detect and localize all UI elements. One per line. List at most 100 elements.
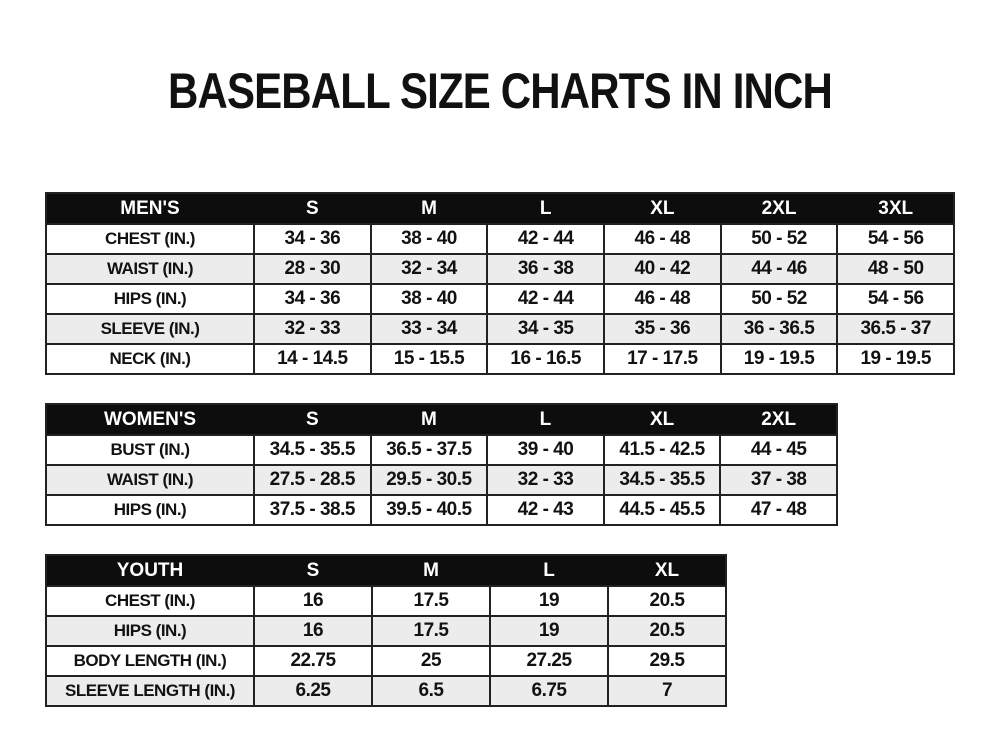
column-header: L bbox=[489, 556, 607, 585]
table-cell: 32 - 34 bbox=[369, 255, 487, 283]
column-header: S bbox=[253, 194, 370, 223]
table-cell: 19 bbox=[489, 587, 607, 615]
row-label: SLEEVE (IN.) bbox=[100, 319, 200, 338]
row-label: HIPS (IN.) bbox=[113, 621, 187, 640]
column-header: M bbox=[371, 556, 489, 585]
table-cell: 17.5 bbox=[371, 617, 489, 645]
table-row: CHEST (IN.) 34 - 36 38 - 40 42 - 44 46 - 48 5… bbox=[47, 223, 953, 253]
table-cell: 15 - 15.5 bbox=[369, 345, 487, 373]
table-header-row: MEN'S S M L XL 2XL 3XL bbox=[47, 194, 953, 223]
table-cell: 50 - 52 bbox=[719, 285, 837, 313]
womens-size-table: WOMEN'S S M L XL 2XL BUST (IN.) 34.5 - 35.5 36.5… bbox=[45, 403, 838, 526]
table-row: HIPS (IN.) 34 - 36 38 - 40 42 - 44 46 - 48 50… bbox=[47, 283, 953, 313]
table-row: SLEEVE (IN.) 32 - 33 33 - 34 34 - 35 35 - 36… bbox=[47, 313, 953, 343]
page-title: BASEBALL SIZE CHARTS IN INCH bbox=[167, 63, 833, 119]
row-label: BUST (IN.) bbox=[110, 440, 190, 459]
table-header-row: YOUTH S M L XL bbox=[47, 556, 725, 585]
table-cell: 6.25 bbox=[253, 677, 371, 705]
row-label: HIPS (IN.) bbox=[113, 500, 187, 519]
row-label: NECK (IN.) bbox=[109, 349, 191, 368]
table-cell: 34 - 36 bbox=[253, 225, 370, 253]
table-cell: 39.5 - 40.5 bbox=[369, 496, 487, 524]
table-cell: 16 bbox=[253, 617, 371, 645]
table-cell: 29.5 - 30.5 bbox=[369, 466, 487, 494]
column-header: M bbox=[369, 194, 487, 223]
table-cell: 34 - 36 bbox=[253, 285, 370, 313]
table-cell: 22.75 bbox=[253, 647, 371, 675]
table-cell: 38 - 40 bbox=[369, 285, 487, 313]
table-cell: 19 - 19.5 bbox=[836, 345, 953, 373]
column-header: S bbox=[253, 405, 370, 434]
table-cell: 54 - 56 bbox=[836, 285, 953, 313]
table-cell: 42 - 43 bbox=[486, 496, 603, 524]
table-cell: 25 bbox=[371, 647, 489, 675]
table-cell: 6.75 bbox=[489, 677, 607, 705]
table-cell: 36 - 38 bbox=[486, 255, 603, 283]
table-cell: 17.5 bbox=[371, 587, 489, 615]
table-title-cell: MEN'S bbox=[120, 197, 180, 219]
row-label: HIPS (IN.) bbox=[113, 289, 187, 308]
table-cell: 34 - 35 bbox=[486, 315, 603, 343]
table-row: SLEEVE LENGTH (IN.) 6.25 6.5 6.75 7 bbox=[47, 675, 725, 705]
table-cell: 40 - 42 bbox=[603, 255, 720, 283]
column-header: 2XL bbox=[719, 405, 836, 434]
column-header: XL bbox=[603, 194, 720, 223]
column-header: XL bbox=[602, 405, 720, 434]
table-row: CHEST (IN.) 16 17.5 19 20.5 bbox=[47, 585, 725, 615]
table-cell: 32 - 33 bbox=[486, 466, 603, 494]
table-title-cell: YOUTH bbox=[116, 559, 184, 581]
table-cell: 7 bbox=[607, 677, 725, 705]
table-cell: 19 bbox=[489, 617, 607, 645]
column-header: XL bbox=[607, 556, 725, 585]
table-header-row: WOMEN'S S M L XL 2XL bbox=[47, 405, 836, 434]
table-cell: 54 - 56 bbox=[836, 225, 953, 253]
mens-size-table: MEN'S S M L XL 2XL 3XL CHEST (IN.) 34 - 36 38 - 4… bbox=[45, 192, 955, 375]
table-cell: 20.5 bbox=[607, 587, 725, 615]
table-cell: 35 - 36 bbox=[603, 315, 720, 343]
column-header: 2XL bbox=[719, 194, 837, 223]
table-cell: 37 - 38 bbox=[719, 466, 836, 494]
table-cell: 27.25 bbox=[489, 647, 607, 675]
table-row: HIPS (IN.) 37.5 - 38.5 39.5 - 40.5 42 - 43 4… bbox=[47, 494, 836, 524]
row-label: WAIST (IN.) bbox=[106, 259, 194, 278]
table-row: NECK (IN.) 14 - 14.5 15 - 15.5 16 - 16.5 17 … bbox=[47, 343, 953, 373]
table-cell: 17 - 17.5 bbox=[603, 345, 720, 373]
table-row: HIPS (IN.) 16 17.5 19 20.5 bbox=[47, 615, 725, 645]
row-label: CHEST (IN.) bbox=[105, 591, 195, 610]
table-cell: 32 - 33 bbox=[253, 315, 370, 343]
table-cell: 34.5 - 35.5 bbox=[602, 466, 720, 494]
table-cell: 34.5 - 35.5 bbox=[253, 436, 370, 464]
table-cell: 46 - 48 bbox=[603, 225, 720, 253]
table-cell: 28 - 30 bbox=[253, 255, 370, 283]
table-cell: 37.5 - 38.5 bbox=[253, 496, 370, 524]
column-header: 3XL bbox=[836, 194, 953, 223]
table-cell: 14 - 14.5 bbox=[253, 345, 370, 373]
size-chart-page: BASEBALL SIZE CHARTS IN INCH MEN'S S M L XL 2… bbox=[0, 62, 1000, 707]
table-cell: 36 - 36.5 bbox=[719, 315, 837, 343]
row-label: SLEEVE LENGTH (IN.) bbox=[65, 681, 235, 700]
table-row: BODY LENGTH (IN.) 22.75 25 27.25 29.5 bbox=[47, 645, 725, 675]
table-row: WAIST (IN.) 28 - 30 32 - 34 36 - 38 40 - 42 4… bbox=[47, 253, 953, 283]
table-cell: 48 - 50 bbox=[836, 255, 953, 283]
row-label: WAIST (IN.) bbox=[106, 470, 194, 489]
table-cell: 16 bbox=[253, 587, 371, 615]
column-header: S bbox=[253, 556, 371, 585]
table-cell: 6.5 bbox=[371, 677, 489, 705]
table-cell: 33 - 34 bbox=[369, 315, 487, 343]
table-cell: 47 - 48 bbox=[719, 496, 836, 524]
table-cell: 41.5 - 42.5 bbox=[602, 436, 720, 464]
table-cell: 16 - 16.5 bbox=[486, 345, 603, 373]
table-cell: 36.5 - 37.5 bbox=[369, 436, 487, 464]
table-row: BUST (IN.) 34.5 - 35.5 36.5 - 37.5 39 - 40 4… bbox=[47, 434, 836, 464]
table-cell: 27.5 - 28.5 bbox=[253, 466, 370, 494]
table-cell: 50 - 52 bbox=[719, 225, 837, 253]
table-cell: 42 - 44 bbox=[486, 285, 603, 313]
column-header: L bbox=[486, 405, 603, 434]
table-cell: 44 - 45 bbox=[719, 436, 836, 464]
row-label: CHEST (IN.) bbox=[105, 229, 195, 248]
table-cell: 46 - 48 bbox=[603, 285, 720, 313]
column-header: L bbox=[486, 194, 603, 223]
table-cell: 29.5 bbox=[607, 647, 725, 675]
table-cell: 42 - 44 bbox=[486, 225, 603, 253]
table-cell: 19 - 19.5 bbox=[719, 345, 837, 373]
